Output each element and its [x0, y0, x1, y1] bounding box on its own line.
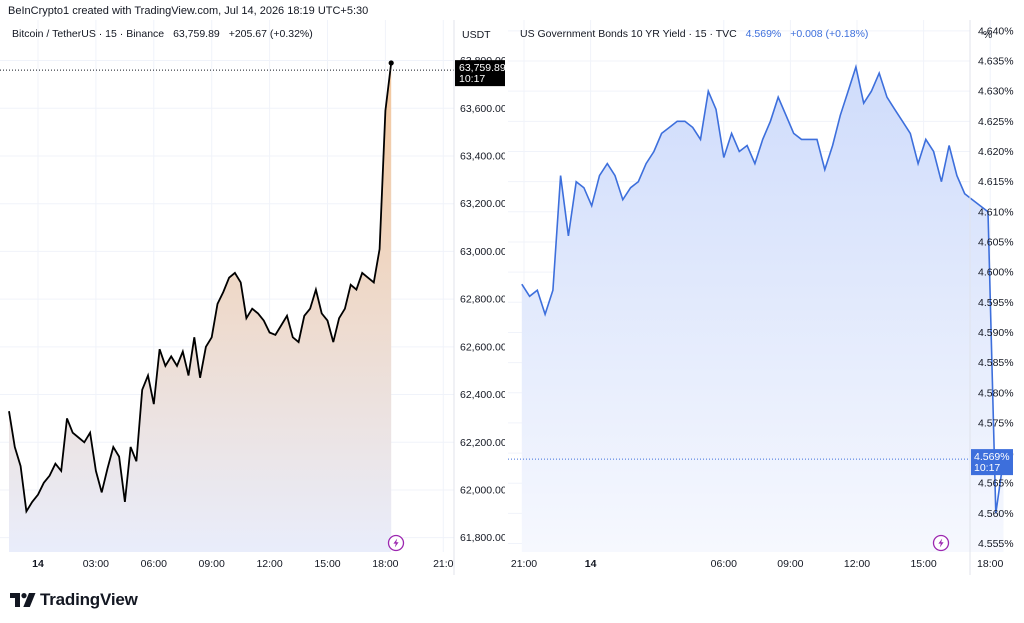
btc-lightning-icon[interactable]	[387, 534, 405, 552]
us10y-last-value: 4.569%	[746, 28, 782, 40]
left-x-tick-label: 14	[32, 558, 44, 570]
us10y-price-tag-value: 4.569%	[974, 451, 1010, 463]
btc-chart[interactable]: Bitcoin / TetherUS · 15 · Binance 63,759…	[0, 20, 507, 575]
left-y-tick-label: 63,600.00	[460, 103, 505, 115]
btc-area-fill	[9, 62, 392, 553]
left-x-tick-label: 06:00	[141, 558, 167, 570]
right-y-tick-label: 4.575%	[978, 417, 1014, 429]
right-y-tick-label: 4.620%	[978, 146, 1014, 158]
right-y-tick-label: 4.560%	[978, 508, 1014, 520]
left-x-tick-label: 09:00	[199, 558, 225, 570]
right-y-tick-label: 4.610%	[978, 206, 1014, 218]
svg-text:US Government Bonds 10 YR Yiel: US Government Bonds 10 YR Yield · 15 · T…	[520, 28, 868, 40]
right-y-tick-label: 4.580%	[978, 387, 1014, 399]
us10y-area-fill	[521, 67, 1004, 552]
right-x-tick-label: 18:00	[977, 558, 1003, 570]
btc-last-point	[388, 60, 394, 66]
tradingview-brand[interactable]: TradingView	[40, 590, 138, 609]
us10y-legend: US Government Bonds 10 YR Yield · 15 · T…	[520, 28, 868, 40]
right-x-tick-label: 14	[585, 558, 597, 570]
left-y-tick-label: 62,800.00	[460, 294, 505, 306]
left-x-tick-label: 21:0	[433, 558, 454, 570]
btc-legend: Bitcoin / TetherUS · 15 · Binance 63,759…	[12, 28, 313, 40]
right-y-tick-label: 4.585%	[978, 357, 1014, 369]
btc-price-tag-value: 63,759.89	[459, 62, 505, 74]
left-y-tick-label: 62,600.00	[460, 341, 505, 353]
btc-change: +205.67 (+0.32%)	[229, 28, 313, 40]
left-y-tick-label: 62,000.00	[460, 484, 505, 496]
us10y-price-tag	[971, 449, 1013, 476]
right-y-tick-label: 4.595%	[978, 297, 1014, 309]
right-y-tick-label: 4.625%	[978, 116, 1014, 128]
right-y-tick-label: 4.590%	[978, 327, 1014, 339]
right-y-tick-label: 4.635%	[978, 56, 1014, 68]
btc-currency-label: USDT	[462, 29, 491, 41]
left-x-tick-label: 15:00	[314, 558, 340, 570]
us10y-lightning-icon[interactable]	[932, 534, 950, 552]
svg-text:Bitcoin / TetherUS · 15 · Bina: Bitcoin / TetherUS · 15 · Binance 63,759…	[12, 28, 313, 40]
left-y-tick-label: 62,200.00	[460, 437, 505, 449]
right-y-tick-label: 4.600%	[978, 267, 1014, 279]
us10y-chart[interactable]: US Government Bonds 10 YR Yield · 15 · T…	[508, 20, 1024, 575]
right-x-tick-label: 06:00	[711, 558, 737, 570]
left-y-tick-label: 61,800.00	[460, 532, 505, 544]
right-x-tick-label: 15:00	[910, 558, 936, 570]
us10y-currency-label: %	[983, 29, 992, 41]
left-y-tick-label: 63,200.00	[460, 198, 505, 210]
tradingview-logo-icon[interactable]	[10, 593, 36, 607]
chart-header: BeInCrypto1 created with TradingView.com…	[8, 5, 368, 17]
us10y-change: +0.008 (+0.18%)	[790, 28, 868, 40]
btc-last-value: 63,759.89	[173, 28, 220, 40]
us10y-chart-panel[interactable]: US Government Bonds 10 YR Yield · 15 · T…	[508, 20, 1024, 575]
btc-chart-panel[interactable]: Bitcoin / TetherUS · 15 · Binance 63,759…	[0, 20, 507, 575]
left-y-tick-label: 62,400.00	[460, 389, 505, 401]
btc-price-tag	[455, 60, 505, 87]
right-x-tick-label: 21:00	[511, 558, 537, 570]
us10y-symbol-title: US Government Bonds 10 YR Yield · 15 · T…	[520, 28, 737, 40]
btc-price-line	[8, 62, 393, 515]
right-y-tick-label: 4.640%	[978, 25, 1014, 37]
right-y-tick-label: 4.555%	[978, 538, 1014, 550]
right-y-tick-label: 4.615%	[978, 176, 1014, 188]
us10y-price-tag-time: 10:17	[974, 462, 1000, 474]
left-x-tick-label: 12:00	[256, 558, 282, 570]
btc-symbol-title: Bitcoin / TetherUS · 15 · Binance	[12, 28, 164, 40]
right-y-tick-label: 4.630%	[978, 86, 1014, 98]
header-text: BeInCrypto1 created with TradingView.com…	[8, 5, 369, 17]
footer: TradingView	[10, 590, 138, 610]
right-y-tick-label: 4.565%	[978, 478, 1014, 490]
left-y-tick-label: 63,400.00	[460, 150, 505, 162]
btc-price-tag-time: 10:17	[459, 73, 485, 85]
left-y-tick-label: 63,000.00	[460, 246, 505, 258]
us10y-yield-line	[521, 63, 1005, 514]
right-y-tick-label: 4.605%	[978, 236, 1014, 248]
right-x-tick-label: 09:00	[777, 558, 803, 570]
left-x-tick-label: 18:00	[372, 558, 398, 570]
left-x-tick-label: 03:00	[83, 558, 109, 570]
right-x-tick-label: 12:00	[844, 558, 870, 570]
